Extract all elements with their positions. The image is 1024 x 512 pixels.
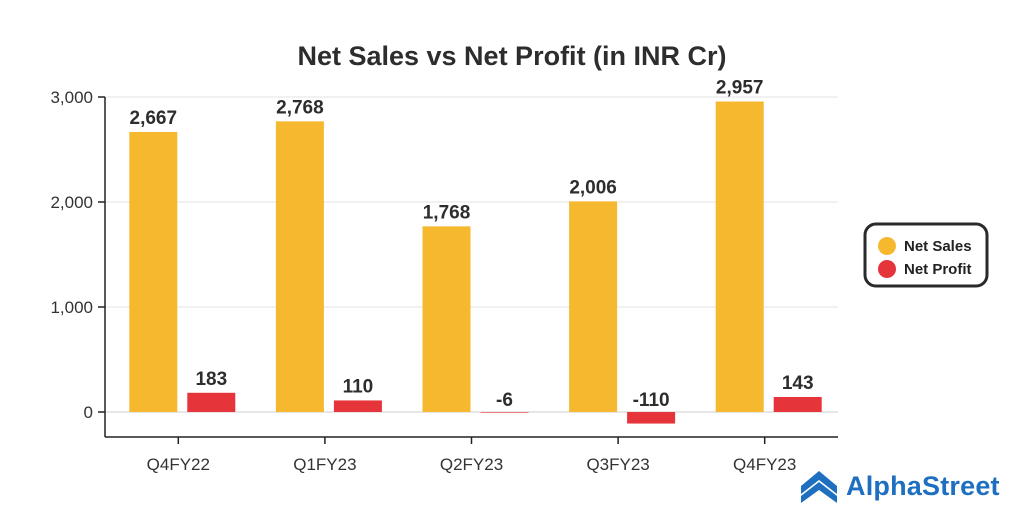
net-sales-bar — [129, 131, 178, 412]
x-tick-label: Q4FY22 — [147, 455, 210, 474]
axes: 3,000 2,000 1,000 0 Q4FY22 Q1FY23 Q2FY23 Q3FY23… — [50, 88, 838, 474]
chart-title: Net Sales vs Net Profit (in INR Cr) — [297, 41, 726, 71]
net-sales-label: 1,768 — [423, 202, 471, 223]
net-profit-label: 110 — [343, 376, 374, 397]
net-profit-bar — [480, 412, 529, 413]
net-profit-bar — [333, 400, 382, 412]
y-tick-label: 2,000 — [50, 193, 93, 212]
net-profit-bar — [187, 392, 236, 412]
legend: Net Sales Net Profit — [863, 222, 989, 288]
y-tick-label: 1,000 — [50, 298, 93, 317]
y-tick-label: 0 — [84, 403, 93, 422]
legend-swatch — [878, 260, 896, 278]
y-tick-label: 3,000 — [50, 88, 93, 107]
legend-label: Net Profit — [904, 261, 972, 278]
brand-logo: AlphaStreet — [800, 468, 1000, 504]
legend-label: Net Sales — [904, 238, 972, 255]
net-sales-label: 2,006 — [569, 177, 617, 198]
x-tick-label: Q4FY23 — [733, 455, 796, 474]
net-profit-bar — [773, 396, 822, 412]
net-profit-bar — [627, 412, 676, 424]
net-profit-label: 183 — [195, 369, 227, 390]
bars — [129, 101, 822, 424]
alphastreet-logo-icon — [801, 471, 837, 503]
data-labels: 2,667 183 2,768 110 1,768 -6 2,006 -110 2,957 143 — [130, 78, 814, 411]
brand-name: AlphaStreet — [846, 470, 1000, 501]
net-sales-label: 2,768 — [276, 97, 324, 118]
legend-swatch — [878, 237, 896, 255]
net-sales-bar — [715, 101, 764, 412]
net-profit-label: -6 — [496, 390, 513, 411]
net-sales-bar — [275, 121, 324, 413]
net-sales-label: 2,667 — [130, 108, 178, 129]
net-sales-bar — [569, 201, 618, 412]
net-profit-label: 143 — [782, 373, 814, 394]
net-profit-label: -110 — [633, 390, 670, 411]
x-tick-label: Q2FY23 — [440, 455, 503, 474]
x-tick-label: Q3FY23 — [586, 455, 649, 474]
net-sales-label: 2,957 — [716, 78, 764, 99]
net-sales-bar — [422, 226, 471, 412]
x-tick-label: Q1FY23 — [293, 455, 356, 474]
